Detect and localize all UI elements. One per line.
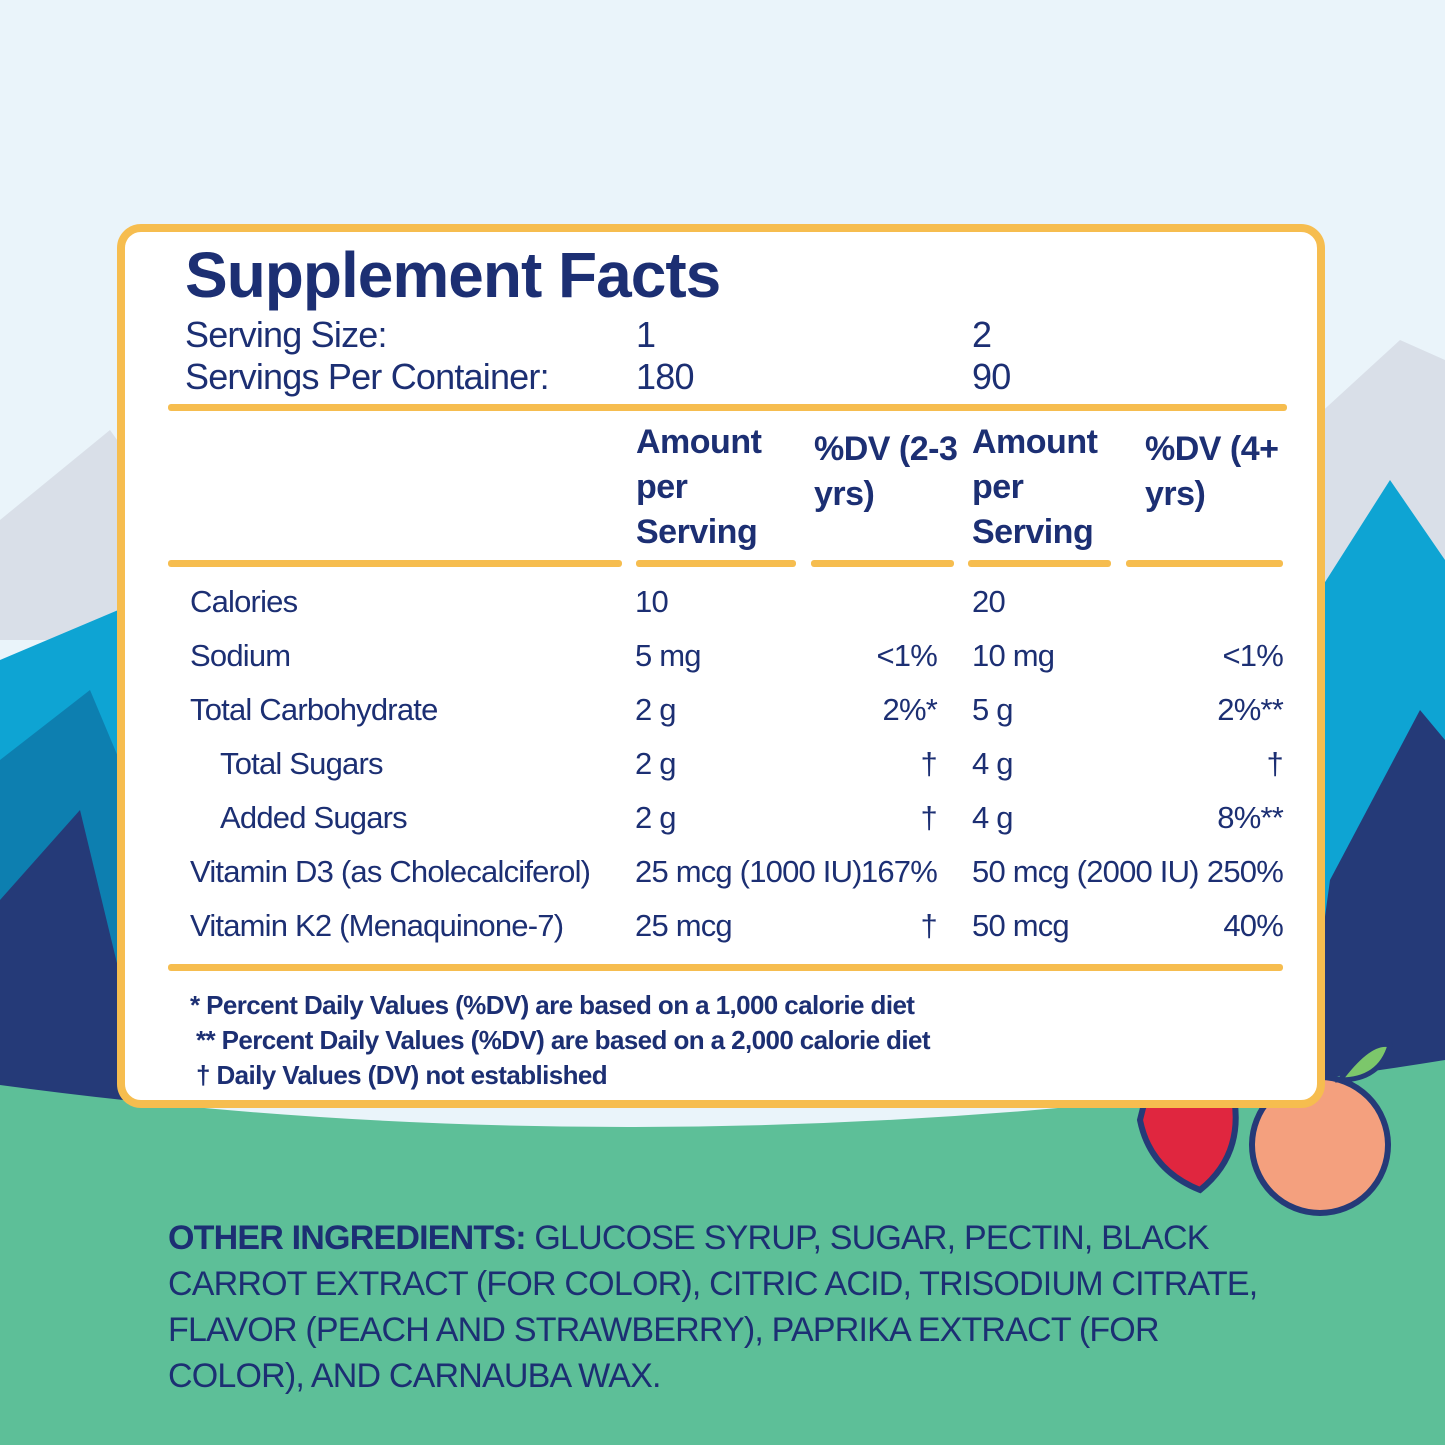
- facts-card: [117, 224, 1325, 1108]
- amount: 20: [972, 584, 1006, 619]
- nutrient-name: Sodium: [190, 638, 291, 673]
- daily-value: †: [920, 908, 938, 943]
- daily-value: 2%**: [1217, 692, 1284, 727]
- servings-per-container: 90: [972, 356, 1011, 397]
- daily-value: <1%: [1222, 638, 1283, 673]
- nutrient-name: Vitamin D3 (as Cholecalciferol): [190, 854, 591, 889]
- column-header: Amount per Serving: [972, 423, 1098, 551]
- nutrient-name: Total Sugars: [220, 746, 384, 781]
- column-header: %DV (2-3 yrs): [814, 430, 958, 513]
- divider: [1126, 560, 1283, 567]
- divider: [811, 560, 954, 567]
- amount: 4 g: [972, 746, 1013, 781]
- divider: [636, 560, 796, 567]
- nutrient-name: Total Carbohydrate: [190, 692, 438, 727]
- amount: 2 g: [635, 800, 676, 835]
- amount: 50 mcg: [972, 908, 1070, 943]
- footnote: † Daily Values (DV) not established: [196, 1060, 608, 1090]
- amount: 25 mcg (1000 IU): [635, 854, 863, 889]
- daily-value: 2%*: [882, 692, 938, 727]
- amount: 5 mg: [635, 638, 702, 673]
- daily-value: 250%: [1206, 854, 1284, 889]
- daily-value: †: [920, 800, 938, 835]
- footnote: ** Percent Daily Values (%DV) are based …: [196, 1025, 930, 1055]
- daily-value: <1%: [876, 638, 937, 673]
- serving-size: 1: [636, 314, 656, 355]
- divider: [968, 560, 1111, 567]
- serving-size-label: Serving Size:: [185, 314, 388, 355]
- amount: 50 mcg (2000 IU): [972, 854, 1200, 889]
- daily-value: 40%: [1223, 908, 1283, 943]
- amount: 25 mcg: [635, 908, 733, 943]
- daily-value: †: [1266, 746, 1284, 781]
- amount: 2 g: [635, 692, 676, 727]
- amount: 4 g: [972, 800, 1013, 835]
- ingredients: OTHER INGREDIENTS: GLUCOSE SYRUP, SUGAR,…: [168, 1215, 1278, 1399]
- title: Supplement Facts: [185, 239, 721, 311]
- column-header: %DV (4+ yrs): [1145, 430, 1279, 513]
- divider: [168, 404, 1287, 411]
- amount: 2 g: [635, 746, 676, 781]
- nutrient-name: Added Sugars: [220, 800, 408, 835]
- servings-per-container: 180: [636, 356, 694, 397]
- nutrient-name: Vitamin K2 (Menaquinone-7): [190, 908, 564, 943]
- daily-value: †: [920, 746, 938, 781]
- nutrient-name: Calories: [190, 584, 298, 619]
- daily-value: 8%**: [1217, 800, 1284, 835]
- divider: [168, 964, 1283, 971]
- ingredients-label: OTHER INGREDIENTS:: [168, 1219, 527, 1257]
- amount: 10 mg: [972, 638, 1055, 673]
- footnote: * Percent Daily Values (%DV) are based o…: [190, 990, 915, 1020]
- servings-per-container-label: Servings Per Container:: [185, 356, 550, 397]
- divider: [168, 560, 622, 567]
- column-header: Amount per Serving: [636, 423, 762, 551]
- serving-size: 2: [972, 314, 992, 355]
- amount: 5 g: [972, 692, 1013, 727]
- ingredients-text: GLUCOSE SYRUP, SUGAR, PECTIN, BLACK CARR…: [168, 1219, 1258, 1395]
- amount: 10: [635, 584, 669, 619]
- daily-value: 167%: [860, 854, 938, 889]
